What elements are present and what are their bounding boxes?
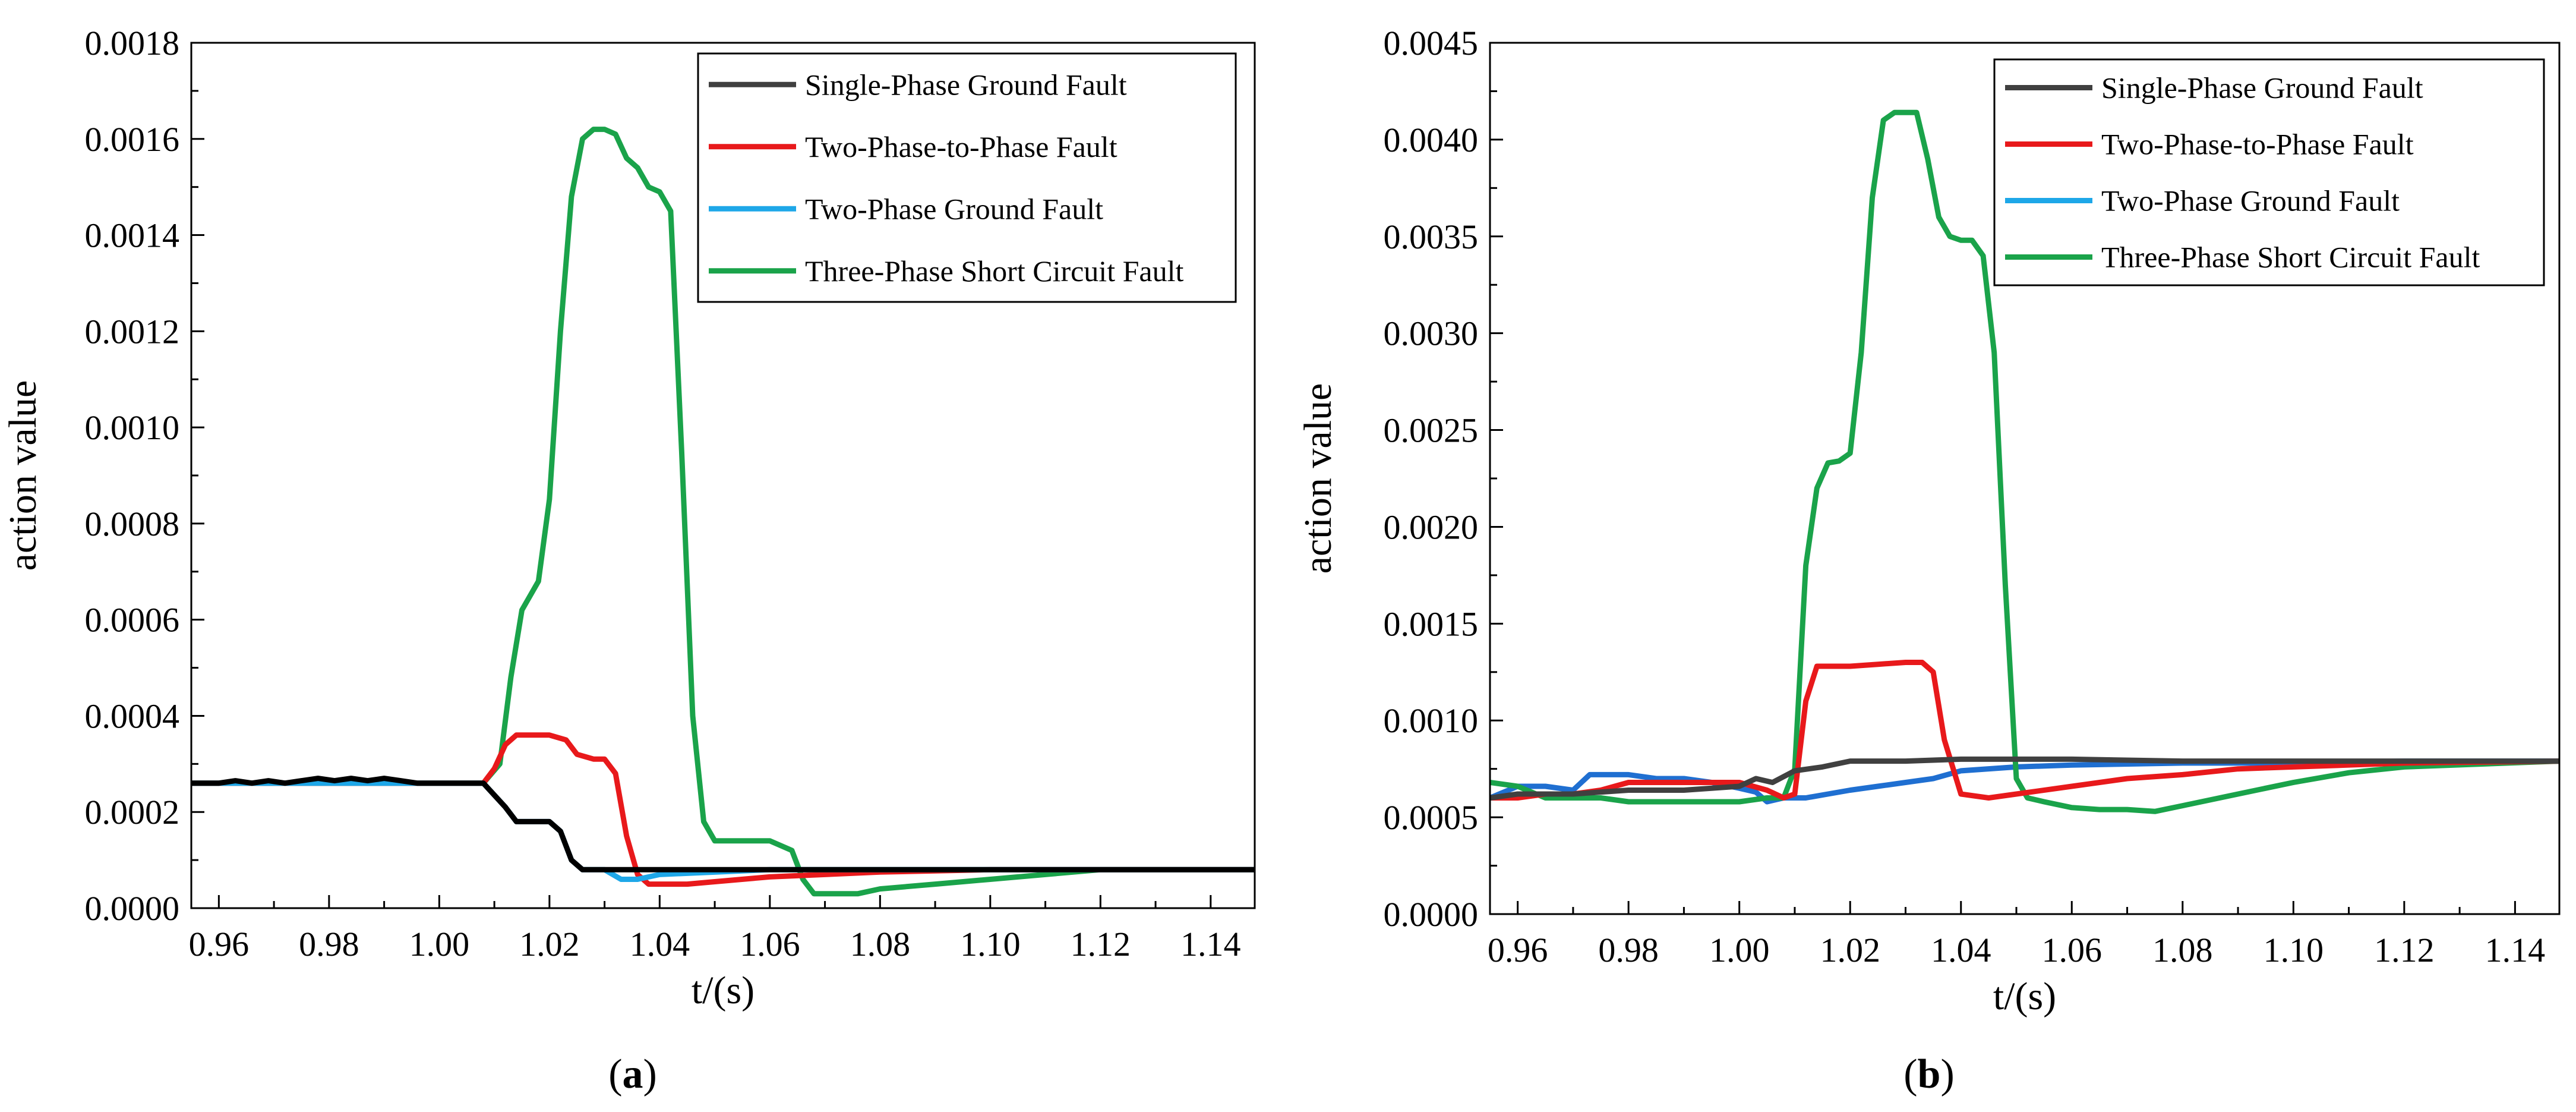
y-tick-label: 0.0000 [85,889,180,928]
legend-entry-label: Two-Phase Ground Fault [2101,184,2400,218]
legend-entry-label: Two-Phase Ground Fault [805,192,1103,225]
series-line-single-phase-ground-fault [1490,756,2559,801]
panel-label-open: ( [608,1051,622,1097]
y-tick-label: 0.0008 [85,505,180,543]
y-tick-label: 0.0020 [1384,508,1479,546]
legend-box [697,52,1237,303]
panel-label-open: ( [1903,1051,1917,1097]
panel-label: (a) [608,1051,657,1097]
y-tick-label: 0.0010 [1384,701,1479,740]
legend-entry-label: Two-Phase-to-Phase Fault [805,130,1117,163]
x-tick-label: 1.00 [1709,931,1770,969]
series-group [191,127,1255,897]
series-line-three-phase-short-circuit-fault [191,127,1255,897]
y-tick-label: 0.0004 [85,697,180,735]
y-tick-label: 0.0030 [1384,314,1479,353]
x-tick-label: 0.96 [189,925,250,963]
y-tick-label: 0.0002 [85,793,180,831]
legend: Single-Phase Ground Fault Two-Phase-to-Ph… [697,52,1237,303]
legend-entry-label: Two-Phase-to-Phase Fault [2101,128,2414,161]
panel-label: (b) [1903,1051,1955,1097]
y-tick-label: 0.0005 [1384,798,1479,837]
y-tick-label: 0.0018 [85,24,180,62]
y-tick-label: 0.0016 [85,120,180,159]
y-axis-title: action value [1,380,45,571]
y-tick-label: 0.0000 [1384,895,1479,934]
panel-label-letter: b [1918,1051,1941,1097]
panel-label-close: ) [1940,1051,1954,1097]
legend-entry-label: Single-Phase Ground Fault [2101,71,2423,105]
x-tick-label: 1.14 [1180,925,1241,963]
x-tick-label: 1.14 [2485,931,2546,969]
y-tick-label: 0.0040 [1384,121,1479,159]
y-tick-label: 0.0035 [1384,218,1479,256]
x-tick-label: 0.98 [1598,931,1659,969]
x-tick-label: 1.12 [2374,931,2435,969]
x-axis-title: t/(s) [692,969,755,1012]
y-tick-label: 0.0025 [1384,411,1479,450]
legend: Single-Phase Ground Fault Two-Phase-to-Ph… [1993,58,2545,286]
legend-entry-label: Single-Phase Ground Fault [805,68,1127,101]
x-tick-label: 1.06 [2042,931,2103,969]
panel-label-letter: a [623,1051,643,1097]
x-tick-label: 1.02 [519,925,580,963]
x-tick-label: 1.12 [1071,925,1131,963]
x-tick-label: 1.10 [2264,931,2324,969]
x-tick-label: 1.00 [409,925,470,963]
y-tick-label: 0.0010 [85,408,180,447]
x-tick-label: 0.98 [299,925,359,963]
y-axis-title: action value [1296,383,1340,574]
x-tick-label: 0.96 [1488,931,1548,969]
y-tick-label: 0.0006 [85,601,180,640]
series-line-two-phase-ground-fault [191,780,1255,882]
x-tick-label: 1.08 [2152,931,2213,969]
series-group [1490,109,2559,814]
x-axis-title: t/(s) [1993,975,2056,1018]
legend-entry-label: Three-Phase Short Circuit Fault [805,254,1183,288]
y-tick-label: 0.0012 [85,312,180,351]
y-tick-label: 0.0014 [85,216,180,255]
series-line-two-phase-to-phase-fault [191,732,1255,887]
x-tick-label: 1.08 [850,925,911,963]
series-line-single-phase-ground-fault [191,776,1255,872]
panel-label-close: ) [643,1051,657,1097]
legend-entry-label: Three-Phase Short Circuit Fault [2101,241,2480,274]
y-tick-label: 0.0045 [1384,24,1479,62]
chart-panel-a: 0.96 0.98 1.00 1.02 1.04 1.06 1.08 1.10 1.12 1.14… [1,24,1256,1097]
x-tick-label: 1.04 [1931,931,1991,969]
series-line-two-phase-to-phase-fault [1490,660,2559,801]
y-tick-label: 0.0015 [1384,604,1479,643]
legend-box [1993,58,2545,286]
series-line-three-phase-short-circuit-fault [1490,109,2559,814]
chart-panel-b: 0.96 0.98 1.00 1.02 1.04 1.06 1.08 1.10 1.12 1.14… [1296,24,2561,1097]
x-tick-label: 1.06 [740,925,800,963]
x-tick-label: 1.10 [960,925,1021,963]
x-tick-label: 1.04 [630,925,690,963]
x-tick-label: 1.02 [1820,931,1880,969]
